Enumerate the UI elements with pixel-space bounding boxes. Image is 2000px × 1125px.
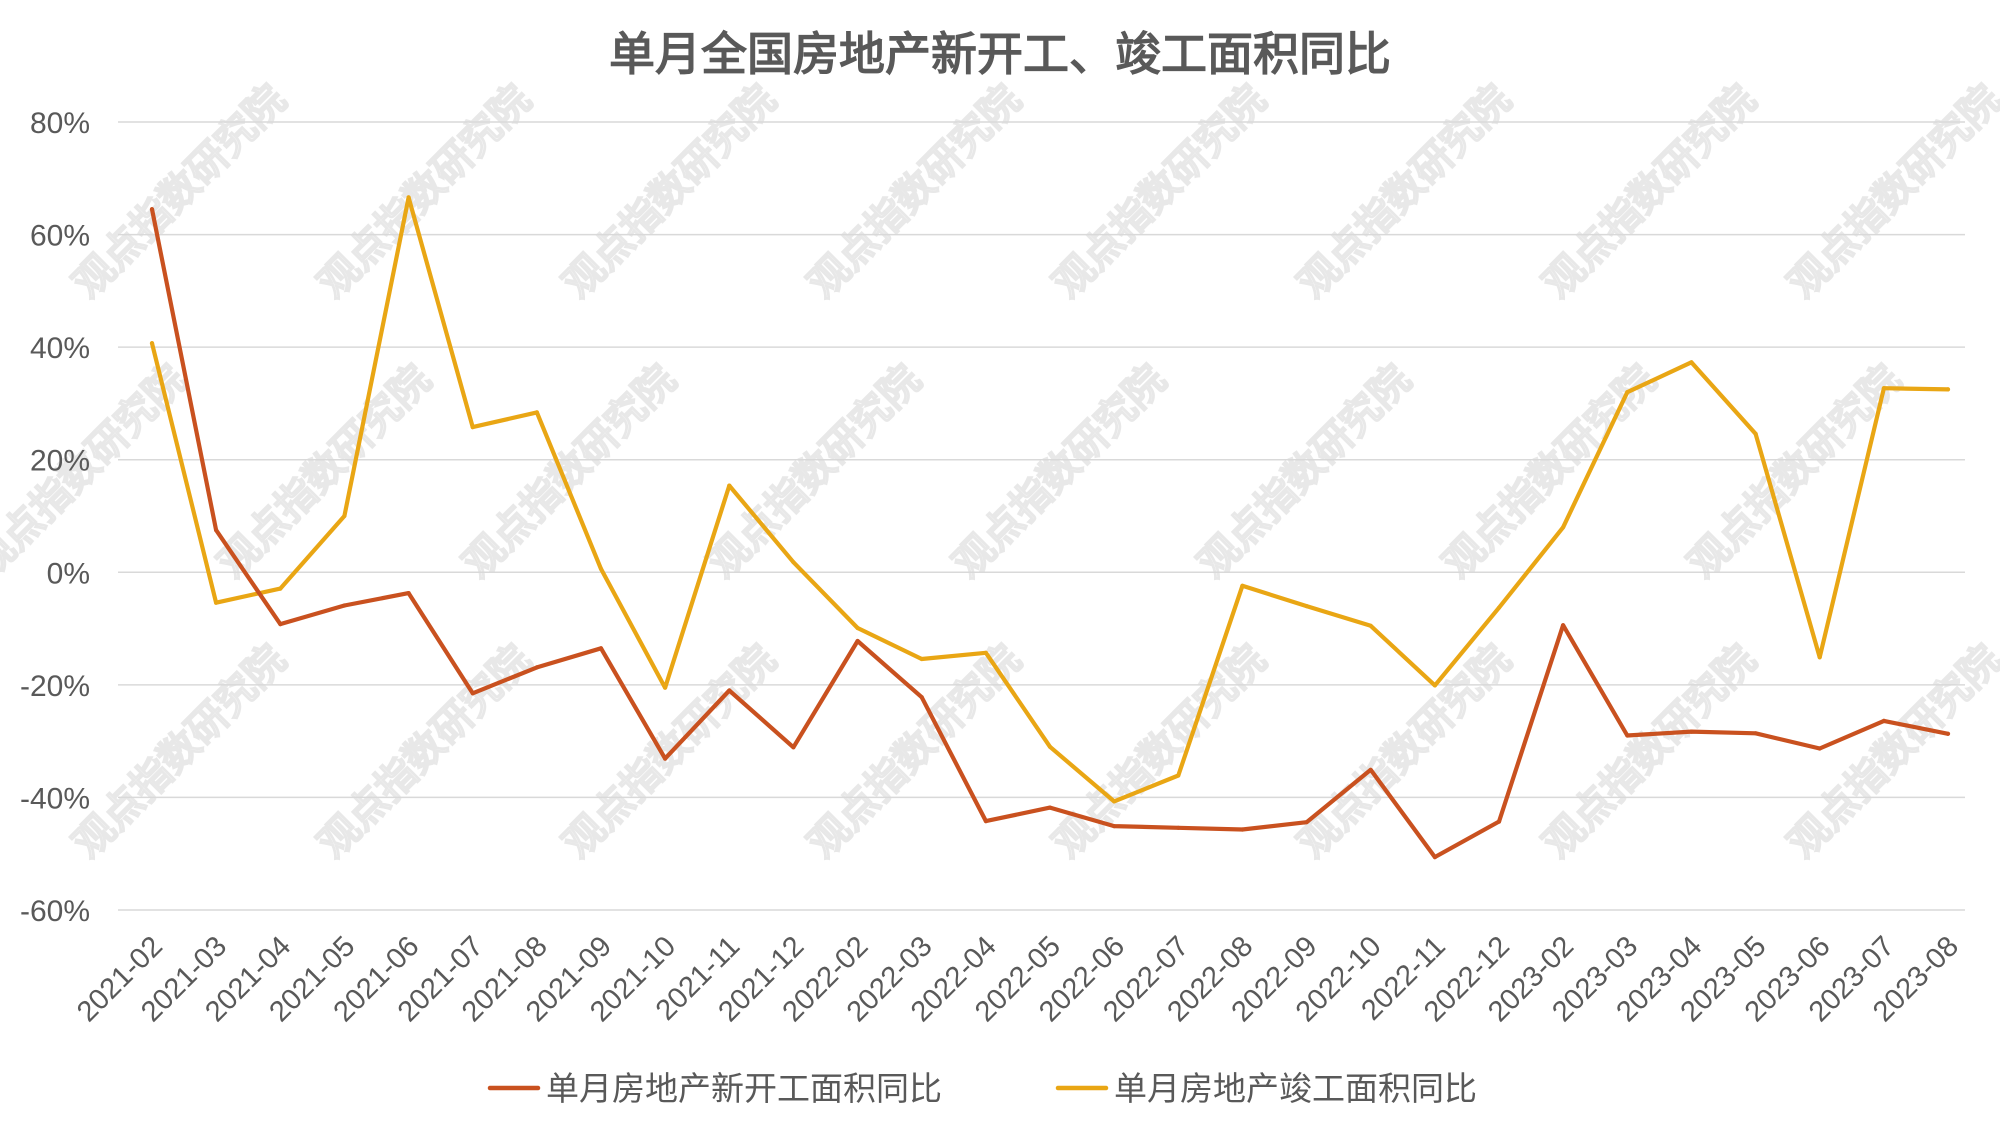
watermark-text-3: 观点指数研究院 xyxy=(800,77,1031,308)
series-0-point-5 xyxy=(470,691,475,696)
watermark-text-19: 观点指数研究院 xyxy=(800,637,1031,868)
series-0-point-11 xyxy=(855,638,860,644)
watermark-text-16: 观点指数研究院 xyxy=(65,637,296,868)
y-tick-label-6: -40% xyxy=(20,782,90,815)
series-1-point-28 xyxy=(1945,387,1951,392)
gridlines xyxy=(118,121,1965,911)
watermark-text-9: 观点指数研究院 xyxy=(210,357,441,588)
y-tick-label-2: 40% xyxy=(30,332,90,365)
series-0-point-8 xyxy=(663,756,668,761)
series-1-point-4 xyxy=(406,195,411,200)
y-tick-label-4: 0% xyxy=(47,557,90,590)
watermark-text-0: 观点指数研究院 xyxy=(65,77,296,308)
y-tick-label-3: 20% xyxy=(30,445,90,478)
series-0-point-24 xyxy=(1689,729,1694,734)
watermark-text-5: 观点指数研究院 xyxy=(1290,77,1521,308)
watermark-text-20: 观点指数研究院 xyxy=(1045,637,1276,868)
series-0-point-27 xyxy=(1881,718,1886,724)
series-1-point-7 xyxy=(598,566,604,572)
legend-label-1: 单月房地产竣工面积同比 xyxy=(1114,1069,1477,1108)
y-axis-ticks: 80% 60% 40% 20% 0% -20% -40% -60% xyxy=(20,107,90,928)
series-0-point-23 xyxy=(1625,733,1630,738)
watermark-text-1: 观点指数研究院 xyxy=(310,77,541,308)
series-0-point-12 xyxy=(919,695,924,700)
series-1-point-13 xyxy=(983,650,989,655)
series-0-point-2 xyxy=(278,622,283,627)
series-1-point-2 xyxy=(278,586,283,591)
series-1-point-26 xyxy=(1817,655,1822,660)
series-0-point-4 xyxy=(406,591,411,596)
series-1-point-16 xyxy=(1176,773,1181,778)
series-1-point-15 xyxy=(1112,799,1117,804)
series-1-point-24 xyxy=(1689,360,1694,365)
series-0-point-18 xyxy=(1304,820,1309,825)
series-1-point-10 xyxy=(791,560,796,565)
series-0-point-3 xyxy=(342,603,347,608)
series-0-point-16 xyxy=(1176,825,1181,830)
series-0-point-15 xyxy=(1112,824,1117,829)
y-tick-label-0: 80% xyxy=(30,107,90,140)
y-tick-label-1: 60% xyxy=(30,220,90,253)
series-1-point-1 xyxy=(214,600,219,605)
series-0-point-20 xyxy=(1432,855,1437,860)
series-0-point-0 xyxy=(149,207,155,212)
series-0-point-1 xyxy=(214,528,219,533)
y-tick-label-5: -20% xyxy=(20,670,90,703)
legend: 单月房地产新开工面积同比 单月房地产竣工面积同比 xyxy=(487,1069,1477,1108)
series-0-point-14 xyxy=(1047,805,1053,810)
series-0-point-19 xyxy=(1368,767,1373,772)
series-1-point-27 xyxy=(1881,386,1886,391)
y-tick-label-7: -60% xyxy=(20,895,90,928)
series-1-point-9 xyxy=(727,483,732,488)
series-0-point-6 xyxy=(534,665,540,670)
series-1-point-5 xyxy=(470,425,475,430)
series-1-point-8 xyxy=(663,685,668,690)
watermark-text-22: 观点指数研究院 xyxy=(1535,637,1766,868)
series-0-point-25 xyxy=(1753,731,1758,736)
series-1-point-17 xyxy=(1240,583,1245,588)
series-1-point-6 xyxy=(534,410,540,415)
series-0-point-10 xyxy=(791,745,796,750)
watermark-text-6: 观点指数研究院 xyxy=(1535,77,1766,308)
series-1-point-22 xyxy=(1561,525,1566,530)
series-1-point-0 xyxy=(149,341,155,346)
series-0-point-28 xyxy=(1945,731,1951,736)
series-0-point-22 xyxy=(1561,623,1566,628)
watermark-text-17: 观点指数研究院 xyxy=(310,637,541,868)
series-1-point-12 xyxy=(919,656,924,662)
watermark-text-7: 观点指数研究院 xyxy=(1780,77,2000,308)
series-lines xyxy=(149,195,1951,860)
series-1-point-23 xyxy=(1625,390,1630,395)
watermark-text-13: 观点指数研究院 xyxy=(1190,357,1421,588)
legend-label-0: 单月房地产新开工面积同比 xyxy=(546,1069,942,1108)
series-1-point-14 xyxy=(1047,744,1053,749)
series-1-point-18 xyxy=(1304,604,1309,609)
series-1-point-19 xyxy=(1368,623,1373,628)
series-0-point-26 xyxy=(1817,746,1822,751)
series-0-point-7 xyxy=(598,646,604,651)
watermark-text-12: 观点指数研究院 xyxy=(945,357,1176,588)
watermark-text-2: 观点指数研究院 xyxy=(555,77,786,308)
series-1-point-20 xyxy=(1432,683,1437,688)
watermark-text-11: 观点指数研究院 xyxy=(700,357,931,588)
watermark-text-23: 观点指数研究院 xyxy=(1780,637,2000,868)
series-1-point-3 xyxy=(342,513,347,519)
watermark-text-15: 观点指数研究院 xyxy=(1680,357,1911,588)
series-0-point-17 xyxy=(1240,827,1245,832)
series-1-point-21 xyxy=(1496,605,1502,610)
chart-title: 单月全国房地产新开工、竣工面积同比 xyxy=(609,27,1391,81)
series-1-point-25 xyxy=(1753,431,1758,436)
series-1-point-11 xyxy=(855,625,860,631)
watermark-text-10: 观点指数研究院 xyxy=(455,357,686,588)
watermark-text-4: 观点指数研究院 xyxy=(1045,77,1276,308)
watermark-layer: 观点指数研究院 观点指数研究院 观点指数研究院 观点指数研究院 观点指数研究院 观点指数研… xyxy=(0,76,2000,868)
series-0-point-9 xyxy=(727,688,732,693)
x-axis-ticks: 2021-022021-032021-042021-052021-062021-… xyxy=(71,930,1965,1028)
series-0-point-13 xyxy=(983,819,989,824)
series-0-point-21 xyxy=(1496,819,1502,824)
watermark-text-21: 观点指数研究院 xyxy=(1290,637,1521,868)
